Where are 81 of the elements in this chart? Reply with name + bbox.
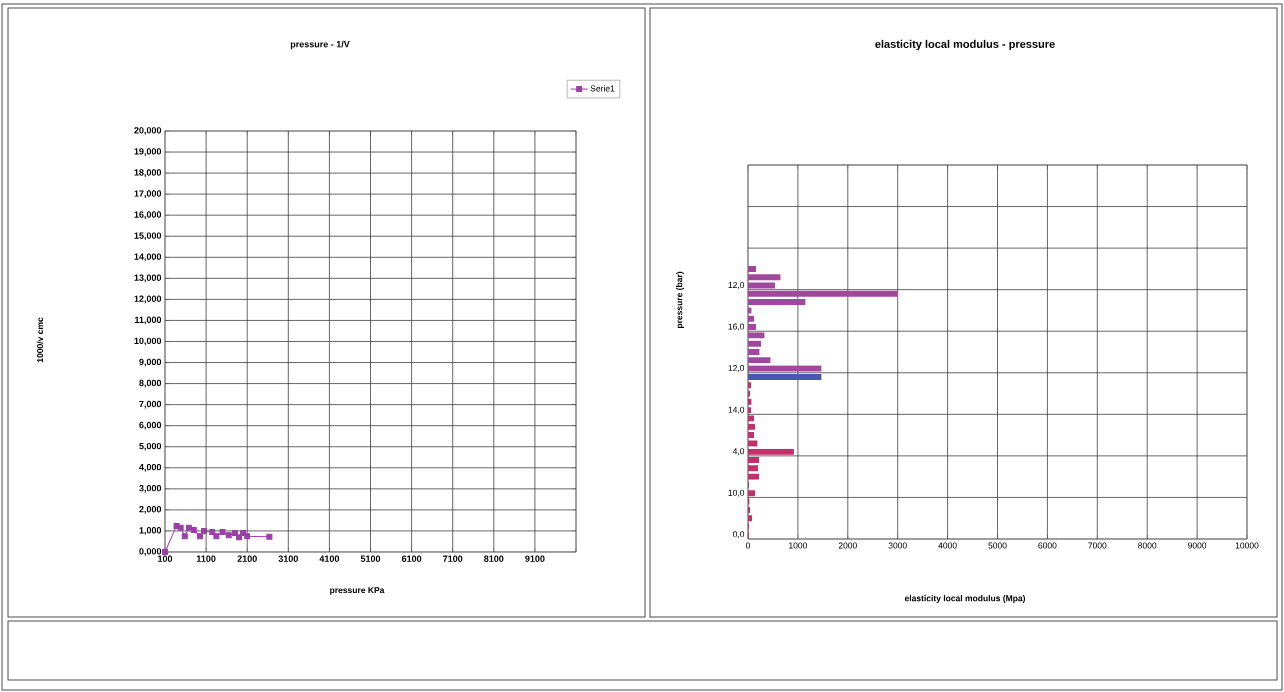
y-tick-label: 12,0 <box>728 282 745 290</box>
y-tick-label: 17,000 <box>134 190 162 198</box>
x-tick-label: 1100 <box>196 555 216 562</box>
bar <box>748 373 822 380</box>
bar <box>748 290 898 297</box>
point <box>177 524 184 531</box>
x-tick-label: 2100 <box>237 555 257 562</box>
y-tick-label: 11,000 <box>135 316 162 325</box>
y-tick-label: 14,000 <box>134 253 162 262</box>
y-tick-label: 12,000 <box>134 295 162 304</box>
y-tick-label: 8,000 <box>139 379 162 388</box>
x-tick-label: 100 <box>158 555 173 562</box>
y-tick-label: 7,000 <box>139 400 162 409</box>
point <box>235 534 242 541</box>
x-tick-label: 3000 <box>888 542 907 549</box>
chart-title: pressure - 1/V <box>290 40 350 50</box>
y-tick-label: 1,000 <box>139 527 162 535</box>
x-tick-label: 9000 <box>1188 542 1207 549</box>
y-tick-label: 4,0 <box>732 448 745 456</box>
x-tick-label: 1000 <box>789 542 808 549</box>
point <box>196 533 203 540</box>
x-axis-title: pressure KPa <box>330 587 385 595</box>
y-tick-label: 5,000 <box>139 442 162 451</box>
point <box>181 533 188 540</box>
bar <box>748 465 758 472</box>
y-tick-label: 0,000 <box>139 548 162 556</box>
x-tick-label: 8100 <box>484 555 504 562</box>
y-tick-label: 15,000 <box>134 232 162 241</box>
bar <box>748 340 761 347</box>
bar <box>748 357 771 364</box>
x-tick-label: 3100 <box>278 555 298 562</box>
bar <box>748 365 822 372</box>
y-tick-label: 13,000 <box>134 274 162 283</box>
chart-title: elasticity local modulus - pressure <box>875 39 1055 51</box>
bar <box>748 274 781 281</box>
y-tick-label: 4,000 <box>139 463 162 472</box>
y-tick-label: 12,0 <box>728 365 745 373</box>
y-tick-label: 18,000 <box>134 169 162 177</box>
y-tick-label: 14,0 <box>728 406 745 414</box>
y-tick-label: 9,000 <box>139 358 162 367</box>
point <box>231 530 238 537</box>
point <box>219 528 226 535</box>
y-tick-label: 20,000 <box>134 127 162 135</box>
point <box>162 548 169 555</box>
y-tick-label: 6,000 <box>139 421 162 430</box>
x-tick-label: 6100 <box>401 555 422 562</box>
y-tick-label: 0,0 <box>732 531 745 539</box>
x-tick-label: 5000 <box>988 542 1007 549</box>
y-tick-label: 10,000 <box>134 337 162 346</box>
y-axis-title: pressure (bar) <box>676 271 684 328</box>
point <box>213 533 220 540</box>
x-tick-label: 9100 <box>525 555 545 562</box>
x-tick-label: 7000 <box>1088 542 1107 549</box>
x-tick-label: 10000 <box>1235 542 1259 549</box>
bar <box>748 299 806 306</box>
bar <box>748 457 759 464</box>
point <box>190 526 197 533</box>
x-tick-label: 4000 <box>938 542 957 549</box>
y-tick-label: 10,0 <box>728 489 745 497</box>
x-tick-label: 0 <box>745 542 751 549</box>
point <box>209 528 216 535</box>
point <box>266 533 273 540</box>
y-axis-title: 1000/v cmc <box>36 317 44 363</box>
point <box>201 527 208 534</box>
x-tick-label: 7100 <box>443 555 463 562</box>
x-tick-label: 4100 <box>319 555 340 562</box>
point <box>185 524 192 531</box>
point <box>225 532 232 539</box>
y-tick-label: 2,000 <box>139 506 162 514</box>
point <box>244 533 251 540</box>
y-tick-label: 16,000 <box>134 211 162 220</box>
x-tick-label: 6000 <box>1038 542 1057 549</box>
x-axis-title: elasticity local modulus (Mpa) <box>904 595 1026 603</box>
bar <box>748 448 794 455</box>
x-tick-label: 5100 <box>360 555 381 562</box>
x-tick-label: 2000 <box>838 542 857 549</box>
y-tick-label: 3,000 <box>139 484 162 493</box>
y-tick-label: 16,0 <box>728 323 745 331</box>
y-tick-label: 19,000 <box>134 148 162 156</box>
x-tick-label: 8000 <box>1138 542 1157 549</box>
legend-label: Serie1 <box>590 85 615 92</box>
